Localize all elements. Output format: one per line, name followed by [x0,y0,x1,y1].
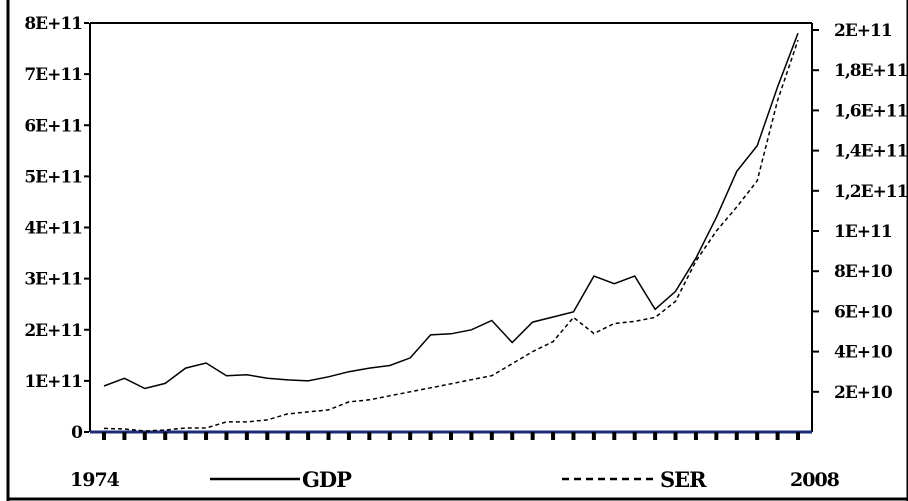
left-tick-label: 2E+11 [24,321,82,341]
left-tick-label: 7E+11 [24,65,82,85]
right-tick-label: 8E+10 [834,262,893,282]
x-axis-ticks [102,432,800,440]
x-end-label: 2008 [790,469,840,491]
right-tick-label: 6E+10 [834,302,893,322]
series-gdp-line [103,32,799,390]
right-tick-label: 1,4E+11 [834,142,908,162]
left-tick-label: 0 [71,423,83,443]
left-tick-label: 5E+11 [24,167,82,187]
right-tick-label: 2E+11 [834,21,892,41]
right-tick-label: 1E+11 [834,222,892,242]
series-ser-line [103,39,799,432]
x-start-label: 1974 [70,469,120,491]
plot-area [89,22,813,434]
legend-label-ser: SER [660,467,707,492]
right-tick-label: 1,2E+11 [834,182,908,202]
left-tick-label: 6E+11 [24,116,82,136]
right-axis: 2E+10 4E+10 6E+10 8E+10 1E+11 1,2E+11 1,4E+11 1… [813,21,908,403]
series-layer [103,32,799,432]
legend-label-gdp: GDP [302,467,352,492]
left-tick-label: 4E+11 [24,219,82,239]
left-tick-label: 3E+11 [24,270,82,290]
right-tick-label: 2E+10 [834,383,893,403]
left-axis: 0 1E+11 2E+11 3E+11 4E+11 5E+11 6E+11 7E+11 8E+1… [24,14,89,443]
right-tick-label: 4E+10 [834,343,893,363]
right-tick-label: 1,6E+11 [834,101,908,121]
right-tick-label: 1,8E+11 [834,61,908,81]
left-tick-label: 1E+11 [24,372,82,392]
chart-frame [6,0,908,501]
legend: GDP SER [210,467,708,492]
left-tick-label: 8E+11 [24,14,82,34]
